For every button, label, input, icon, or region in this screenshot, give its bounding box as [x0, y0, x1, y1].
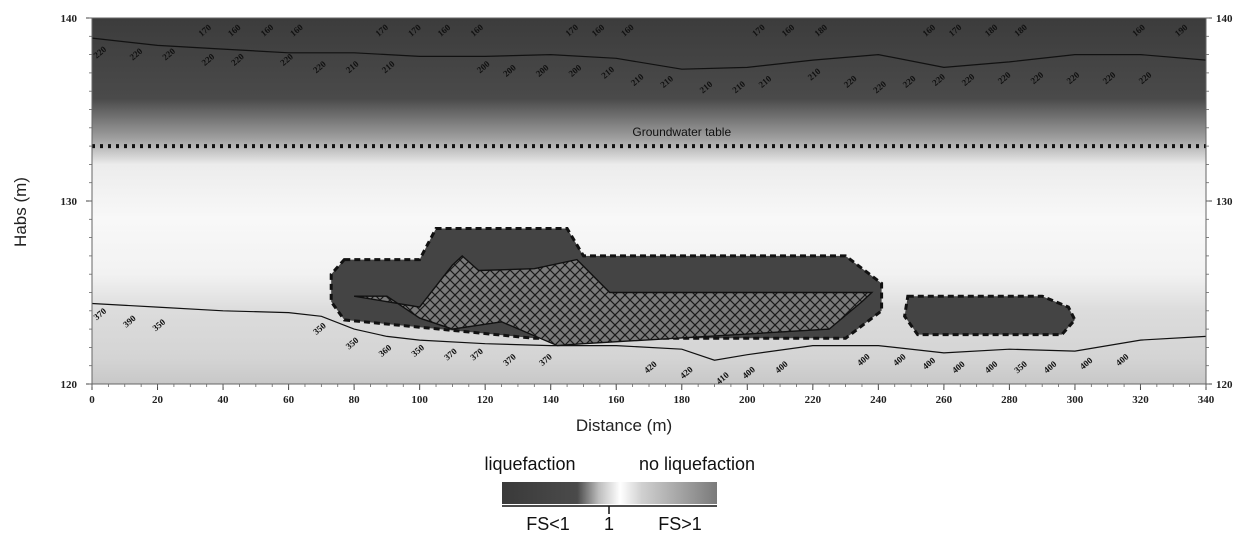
hatched-liquefaction-zone [353, 254, 874, 347]
x-tick-label: 240 [870, 394, 887, 406]
x-tick-label: 300 [1067, 394, 1084, 406]
legend-no-liquefaction-label: no liquefaction [639, 454, 755, 474]
x-tick-label: 80 [349, 394, 361, 406]
x-tick-label: 120 [477, 394, 494, 406]
boundary-line-2 [92, 302, 1206, 361]
layer-boundary-lines [92, 37, 1206, 361]
x-tick-label: 180 [674, 394, 691, 406]
colorbar-gradient [502, 482, 717, 504]
groundwater-table-label: Groundwater table [632, 125, 731, 139]
y-axis-title: Habs (m) [11, 177, 30, 247]
x-tick-label: 40 [218, 394, 230, 406]
y-tick-label-left: 120 [61, 379, 78, 391]
boundary-line-1 [92, 37, 1206, 70]
zone-2 [903, 294, 1077, 337]
y-axis-right: 120 130 140 [1206, 13, 1233, 391]
y-tick-label-left: 130 [61, 196, 78, 208]
colorbar-tick-fs-greater: FS>1 [658, 514, 702, 533]
x-tick-label: 20 [152, 394, 164, 406]
y-tick-label-right: 120 [1216, 379, 1233, 391]
x-tick-label: 320 [1132, 394, 1149, 406]
x-tick-label: 100 [411, 394, 428, 406]
x-tick-label: 140 [542, 394, 559, 406]
x-tick-label: 220 [805, 394, 822, 406]
x-tick-label: 0 [89, 394, 95, 406]
x-tick-label: 160 [608, 394, 625, 406]
x-tick-label: 60 [283, 394, 295, 406]
legend-liquefaction-label: liquefaction [484, 454, 575, 474]
y-tick-label-right: 130 [1216, 196, 1233, 208]
x-axis-title: Distance (m) [576, 416, 672, 435]
x-tick-label: 260 [936, 394, 953, 406]
x-tick-label: 340 [1198, 394, 1215, 406]
x-tick-label: 280 [1001, 394, 1018, 406]
colorbar-tick-one: 1 [604, 514, 614, 533]
colorbar-legend: liquefaction no liquefaction FS<1 1 FS>1 [484, 454, 755, 533]
x-axis: 0 20 40 60 80 100 120 140 160 180 200 220 240 260 280 3… [89, 384, 1215, 406]
y-tick-label-left: 140 [61, 13, 78, 25]
y-axis-left: 120 130 140 [61, 13, 92, 391]
colorbar-tick-fs-less: FS<1 [526, 514, 570, 533]
x-tick-label: 200 [739, 394, 756, 406]
y-tick-label-right: 140 [1216, 13, 1233, 25]
